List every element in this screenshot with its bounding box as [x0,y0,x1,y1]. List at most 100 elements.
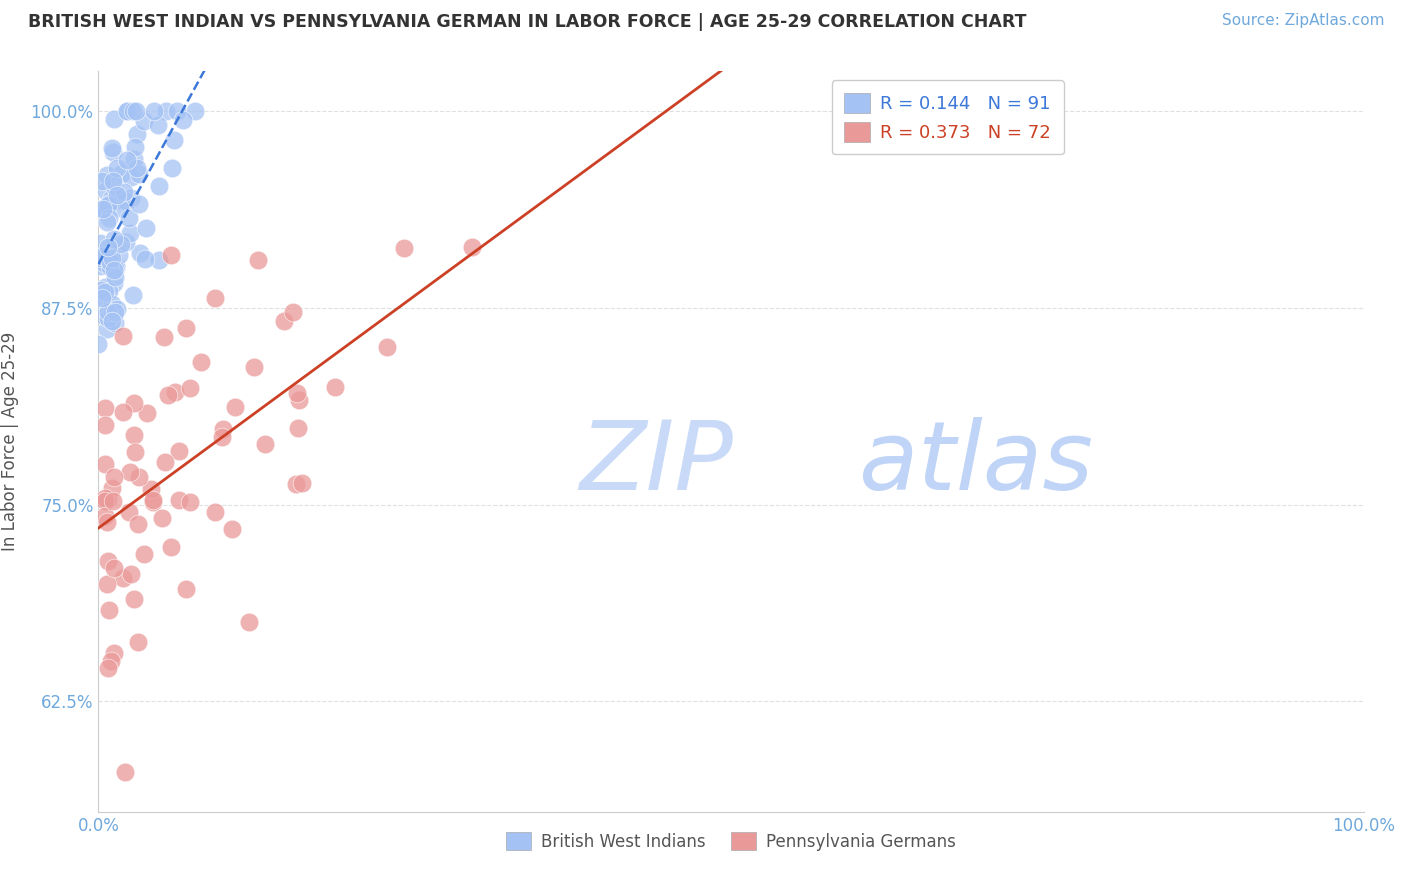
Text: BRITISH WEST INDIAN VS PENNSYLVANIA GERMAN IN LABOR FORCE | AGE 25-29 CORRELATIO: BRITISH WEST INDIAN VS PENNSYLVANIA GERM… [28,13,1026,31]
Point [100,192,122,206]
Point [120,169,142,184]
Point [148,179,170,194]
Point [110,236,132,251]
Point [243,359,266,374]
Y-axis label: In Labor Force | Age 25-29: In Labor Force | Age 25-29 [1,332,20,551]
Point [96,168,118,182]
Point [118,226,141,240]
Point [107,192,129,206]
Point [135,406,157,420]
Point [91,249,114,263]
Point [121,287,143,301]
Point [153,330,176,344]
Point [98,254,121,268]
Point [461,240,484,254]
Point [93,457,117,471]
Point [104,270,127,285]
Point [96,184,118,198]
Point [124,140,146,154]
Point [91,174,114,188]
Point [127,634,149,648]
Point [97,492,120,507]
Point [287,421,309,435]
Point [160,161,183,176]
Point [176,582,198,596]
Point [112,405,135,419]
Point [87,252,110,266]
Point [94,280,117,294]
Point [247,252,270,267]
Point [125,161,148,176]
Point [142,495,165,509]
Point [96,322,118,336]
Point [134,548,156,562]
Point [97,311,120,326]
Point [97,554,120,568]
Point [174,321,197,335]
Point [98,196,121,211]
Point [103,470,125,484]
Point [148,253,170,268]
Point [211,422,233,436]
Point [97,305,120,319]
Point [139,482,162,496]
Point [89,202,111,216]
Point [117,211,139,225]
Point [253,437,276,451]
Point [166,103,188,118]
Point [291,475,314,490]
Point [108,202,131,216]
Point [134,114,156,128]
Text: atlas: atlas [858,417,1092,510]
Point [105,193,128,207]
Point [135,221,157,235]
Point [103,174,125,188]
Point [128,246,150,260]
Point [98,603,121,617]
Point [114,235,136,249]
Point [115,194,138,209]
Point [93,401,117,415]
Point [375,340,398,354]
Point [159,540,181,554]
Point [224,401,246,415]
Point [118,506,141,520]
Point [103,178,125,193]
Point [89,259,111,273]
Point [121,103,143,118]
Point [101,297,124,311]
Point [101,252,124,266]
Point [287,392,309,407]
Point [93,310,115,324]
Point [103,263,125,277]
Point [124,444,146,458]
Point [98,211,121,226]
Point [96,215,118,229]
Point [87,337,110,351]
Point [167,492,190,507]
Text: Source: ZipAtlas.com: Source: ZipAtlas.com [1222,13,1385,29]
Point [125,128,148,142]
Point [111,166,134,180]
Point [98,260,121,274]
Point [98,284,121,298]
Point [104,305,127,319]
Point [89,236,111,251]
Point [101,141,124,155]
Point [91,291,114,305]
Point [103,264,125,278]
Point [101,314,124,328]
Point [112,185,135,199]
Point [97,198,120,212]
Point [150,511,173,525]
Point [97,240,120,254]
Point [91,202,114,217]
Point [105,188,128,202]
Point [273,314,295,328]
Point [105,301,128,316]
Point [101,494,124,508]
Point [128,469,150,483]
Point [221,522,243,536]
Point [172,112,194,127]
Point [90,283,112,297]
